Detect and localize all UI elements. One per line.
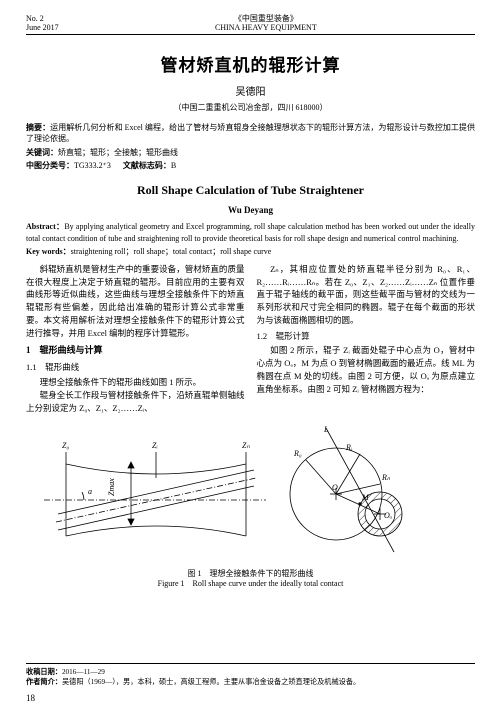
author-bio-line: 作者简介：吴德阳（1969—），男，本科，硕士，高级工程师。主要从事冶金设备之矫… (26, 677, 475, 687)
label-ri: Rᵢ (345, 443, 352, 452)
keywords-cn: 关键词：矫直辊；辊形；全接触；辊形曲线 (26, 147, 475, 159)
label-alpha: a (88, 487, 92, 496)
masthead: No. 2 June 2017 《中国重型装备》 CHINA HEAVY EQU… (26, 14, 475, 35)
received-line: 收稿日期：2016—11—29 (26, 667, 475, 677)
mast-center: 《中国重型装备》 CHINA HEAVY EQUIPMENT (215, 14, 317, 32)
mast-right (473, 14, 475, 32)
journal-cn: 《中国重型装备》 (215, 14, 317, 23)
abstract-cn-text: 运用解析几何分析和 Excel 编程，给出了管材与矫直辊身全接触理想状态下的辊形… (26, 123, 475, 144)
footer: 收稿日期：2016—11—29 作者简介：吴德阳（1969—），男，本科，硕士，… (26, 663, 475, 703)
label-zn: Zₙ (242, 441, 250, 450)
label-m: M (361, 493, 370, 502)
doccode-label: 文献标志码： (123, 161, 171, 170)
left-p1: 斜辊矫直机是管材生产中的重要设备，管材矫直的质量在很大程度上决定于矫直辊的辊形。… (26, 263, 245, 340)
keywords-en: Key words：straightening roll；roll shape；… (26, 246, 475, 257)
journal-en: CHINA HEAVY EQUIPMENT (215, 23, 317, 32)
mast-left: No. 2 June 2017 (26, 14, 59, 32)
keywords-cn-label: 关键词： (26, 148, 58, 157)
bio-label: 作者简介： (26, 678, 62, 686)
label-zi: Zᵢ (152, 441, 158, 450)
keywords-cn-text: 矫直辊；辊形；全接触；辊形曲线 (58, 148, 178, 157)
figure-caption-cn: 图 1 理想全接触条件下的辊形曲线 (26, 569, 475, 579)
figure-caption-en: Figure 1 Roll shape curve under the idea… (26, 579, 475, 589)
doccode-value: B (171, 161, 176, 170)
right-p1: Zₙ，其相应位置处的矫直辊半径分别为 R₀、R₁、R₂……Rᵢ……Rₙ。若在 Z… (257, 263, 476, 327)
section-1-heading: 1 辊形曲线与计算 (26, 344, 245, 358)
right-p2: 如图 2 所示，辊子 Zᵢ 截面处辊子中心点为 O，管材中心点为 Oₐ，M 为点… (257, 344, 476, 395)
abstract-cn-label: 摘要： (26, 123, 50, 132)
left-column: 斜辊矫直机是管材生产中的重要设备，管材矫直的质量在很大程度上决定于矫直辊的辊形。… (26, 263, 245, 416)
issue-number: No. 2 (26, 14, 59, 23)
right-column: Zₙ，其相应位置处的矫直辊半径分别为 R₀、R₁、R₂……Rᵢ……Rₙ。若在 Z… (257, 263, 476, 416)
label-rn: Rₙ (381, 473, 391, 482)
classification-line: 中图分类号：TG333.2⁺3 文献标志码：B (26, 160, 475, 172)
title-en: Roll Shape Calculation of Tube Straighte… (26, 182, 475, 198)
abstract-en: Abstract：By applying analytical geometry… (26, 221, 475, 243)
clc-value: TG333.2⁺3 (74, 161, 111, 170)
author-cn: 吴德阳 (26, 86, 475, 100)
left-p2: 理想全接触条件下的辊形曲线如图 1 所示。 (26, 376, 245, 389)
keywords-en-text: straightening roll；roll shape；total cont… (71, 247, 272, 256)
abstract-cn: 摘要：运用解析几何分析和 Excel 编程，给出了管材与矫直辊身全接触理想状态下… (26, 122, 475, 145)
affiliation-cn: （中国二重重机公司冶金部，四川 618000） (26, 103, 475, 114)
title-cn: 管材矫直机的辊形计算 (26, 55, 475, 78)
issue-date: June 2017 (26, 23, 59, 32)
received-label: 收稿日期： (26, 668, 62, 676)
footer-rule (26, 663, 475, 664)
author-en: Wu Deyang (26, 204, 475, 216)
section-1-2-heading: 1.2 辊形计算 (257, 330, 476, 343)
received-date: 2016—11—29 (62, 668, 105, 676)
label-zmax: Zmax (107, 478, 116, 496)
abstract-en-label: Abstract： (26, 222, 64, 231)
keywords-en-label: Key words： (26, 247, 71, 256)
figure-1-svg: Z₀ Zᵢ Zₙ Zmax a (36, 422, 466, 567)
page-number: 18 (26, 693, 475, 703)
label-r0: R₀ (293, 449, 302, 458)
label-l: L (323, 425, 329, 434)
left-p3: 辊身全长工作段与管材接触条件下，沿矫直辊单侧轴线上分别设定为 Z₀、Z₁、Z₂…… (26, 389, 245, 415)
abstract-en-text: By applying analytical geometry and Exce… (26, 222, 475, 242)
body-columns: 斜辊矫直机是管材生产中的重要设备，管材矫直的质量在很大程度上决定于矫直辊的辊形。… (26, 263, 475, 416)
label-o: O (332, 483, 338, 492)
figure-1-caption: 图 1 理想全接触条件下的辊形曲线 Figure 1 Roll shape cu… (26, 569, 475, 589)
bio-text: 吴德阳（1969—），男，本科，硕士，高级工程师。主要从事冶金设备之矫直理论及机… (62, 678, 360, 686)
section-1-1-heading: 1.1 辊形曲线 (26, 361, 245, 374)
label-z0: Z₀ (62, 441, 69, 450)
clc-label: 中图分类号： (26, 161, 74, 170)
label-oa: Oₐ (384, 511, 393, 520)
figure-1: Z₀ Zᵢ Zₙ Zmax a (26, 422, 475, 589)
